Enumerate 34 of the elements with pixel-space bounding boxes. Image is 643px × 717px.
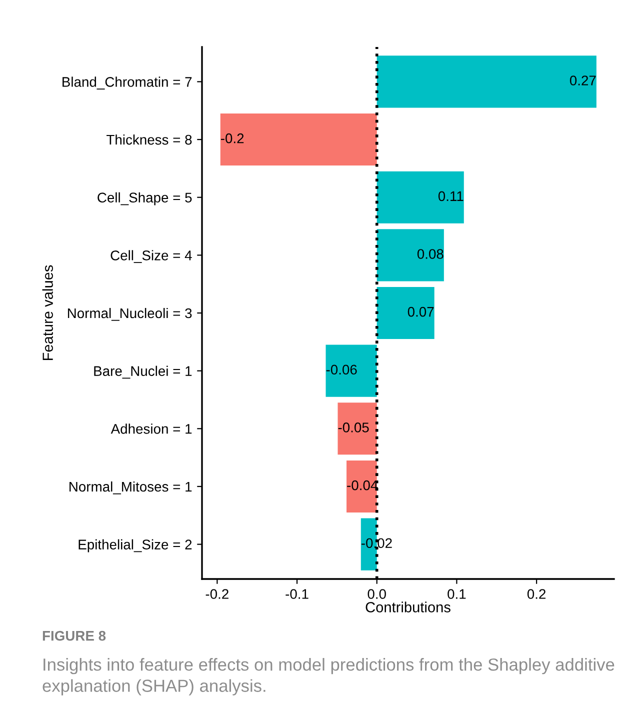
data-label: -0.02 — [362, 538, 392, 548]
bar — [376, 56, 596, 108]
y-axis-title: Feature values — [42, 265, 53, 360]
y-tick-label: Normal_Nucleoli = 3 — [68, 308, 192, 321]
y-tick-label: Cell_Shape = 5 — [98, 192, 192, 206]
bar — [326, 344, 377, 397]
data-label: -0.05 — [338, 422, 369, 432]
bar — [376, 229, 444, 282]
y-tick-label: Thickness = 8 — [106, 134, 192, 145]
x-tick-label: 0.0 — [368, 589, 386, 599]
data-label: -0.2 — [220, 133, 244, 144]
data-label: -0.06 — [326, 364, 357, 375]
y-tick-label: Bland_Chromatin = 7 — [62, 76, 192, 90]
y-tick-label: Adhesion = 1 — [110, 424, 192, 434]
bar — [376, 171, 464, 224]
y-tick-label: Epithelial_Size = 2 — [78, 539, 192, 552]
bar — [376, 286, 434, 340]
y-tick-label: Cell_Size = 4 — [110, 250, 192, 263]
x-tick-label: -0.1 — [286, 589, 308, 599]
bar — [338, 402, 377, 455]
x-axis-title: Contributions — [366, 602, 450, 612]
x-tick-label: -0.2 — [206, 589, 228, 599]
text: Insights into feature effects on model predictions from the Shapley additive explanation (SHAP) analysis. — [42, 658, 614, 696]
x-tick-label: 0.1 — [448, 589, 466, 599]
bar — [346, 460, 377, 512]
bar — [220, 114, 377, 166]
data-label: 0.08 — [417, 249, 444, 259]
y-tick-label: Bare_Nuclei = 1 — [94, 366, 192, 379]
y-tick-label: Normal_Mitoses = 1 — [70, 481, 192, 494]
x-tick-label: 0.2 — [527, 589, 546, 599]
data-label: 0.27 — [570, 76, 596, 86]
data-label: 0.07 — [408, 306, 434, 317]
data-label: 0.11 — [438, 191, 464, 202]
caption: FIGURE 8 — [42, 630, 106, 641]
